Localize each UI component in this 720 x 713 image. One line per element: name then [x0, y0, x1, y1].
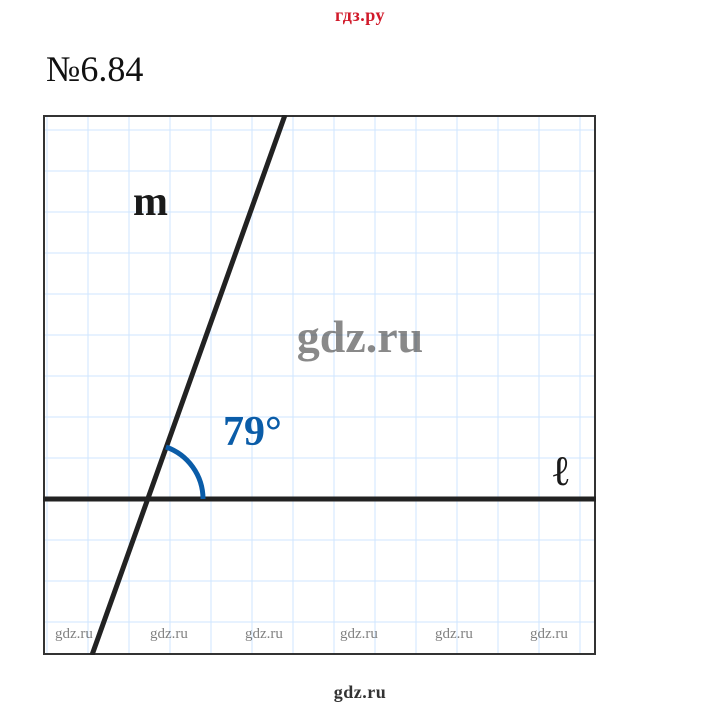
footer-watermark: gdz.ru: [0, 682, 720, 703]
label-m: m: [133, 179, 168, 225]
diagram-svg: m ℓ 79°: [43, 115, 596, 655]
line-m: [92, 115, 285, 655]
angle-label: 79°: [223, 409, 282, 455]
bottom-watermark: gdz.ru: [340, 626, 378, 643]
header-watermark: гдз.ру: [0, 5, 720, 26]
figure-angle-diagram: m ℓ 79°: [43, 115, 596, 655]
grid: [45, 117, 594, 653]
problem-number: №6.84: [46, 48, 143, 90]
figure-border: [44, 116, 595, 654]
angle-arc: [166, 447, 203, 499]
bottom-watermark: gdz.ru: [245, 626, 283, 643]
label-l: ℓ: [553, 449, 569, 495]
bottom-watermark: gdz.ru: [435, 626, 473, 643]
center-watermark: gdz.ru: [0, 310, 720, 363]
bottom-watermark: gdz.ru: [530, 626, 568, 643]
bottom-watermark: gdz.ru: [55, 626, 93, 643]
bottom-watermark: gdz.ru: [150, 626, 188, 643]
